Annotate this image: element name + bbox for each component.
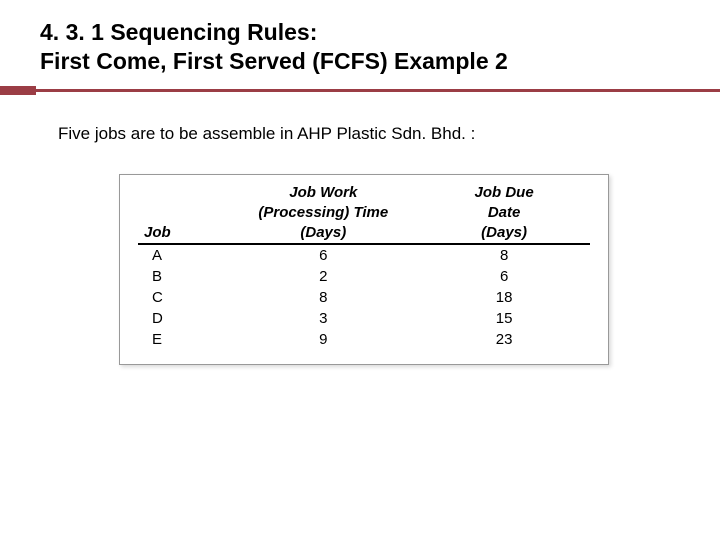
cell-proc: 2	[228, 266, 418, 287]
table-header-row-2: (Processing) Time Date	[138, 203, 590, 223]
col-header-proc-l2: (Processing) Time	[228, 203, 418, 223]
accent-rule-thin	[36, 89, 720, 92]
table-row: C 8 18	[138, 287, 590, 308]
table-row: B 2 6	[138, 266, 590, 287]
col-header-job-l3: Job	[138, 223, 228, 243]
cell-due: 8	[418, 245, 590, 266]
cell-job: A	[138, 245, 228, 266]
cell-proc: 8	[228, 287, 418, 308]
body-text: Five jobs are to be assemble in AHP Plas…	[58, 124, 688, 144]
cell-due: 15	[418, 308, 590, 329]
col-header-proc-l3: (Days)	[228, 223, 418, 243]
cell-job: E	[138, 329, 228, 350]
jobs-table: Job Work Job Due (Processing) Time Date …	[138, 183, 590, 350]
slide-title: 4. 3. 1 Sequencing Rules: First Come, Fi…	[40, 18, 688, 76]
cell-due: 23	[418, 329, 590, 350]
cell-due: 18	[418, 287, 590, 308]
table-header-row-3: Job (Days) (Days)	[138, 223, 590, 243]
cell-proc: 9	[228, 329, 418, 350]
col-header-proc-l1: Job Work	[228, 183, 418, 203]
cell-job: B	[138, 266, 228, 287]
accent-rule	[0, 82, 720, 96]
title-line-2: First Come, First Served (FCFS) Example …	[40, 47, 688, 76]
col-header-job-l1	[138, 183, 228, 203]
col-header-due-l2: Date	[418, 203, 590, 223]
table-row: E 9 23	[138, 329, 590, 350]
table-row: D 3 15	[138, 308, 590, 329]
title-line-1: 4. 3. 1 Sequencing Rules:	[40, 18, 688, 47]
col-header-due-l3: (Days)	[418, 223, 590, 243]
cell-proc: 6	[228, 245, 418, 266]
table-header-row-1: Job Work Job Due	[138, 183, 590, 203]
cell-proc: 3	[228, 308, 418, 329]
slide: 4. 3. 1 Sequencing Rules: First Come, Fi…	[0, 0, 720, 540]
accent-rule-thick	[0, 86, 36, 95]
jobs-table-container: Job Work Job Due (Processing) Time Date …	[119, 174, 609, 365]
col-header-job-l2	[138, 203, 228, 223]
cell-due: 6	[418, 266, 590, 287]
cell-job: C	[138, 287, 228, 308]
col-header-due-l1: Job Due	[418, 183, 590, 203]
cell-job: D	[138, 308, 228, 329]
table-row: A 6 8	[138, 245, 590, 266]
